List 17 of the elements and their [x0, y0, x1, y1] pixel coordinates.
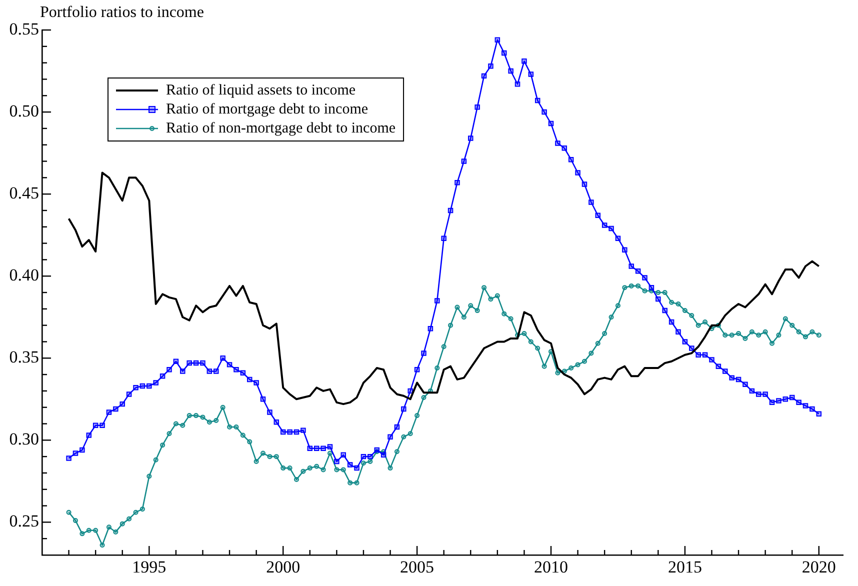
- legend-label: Ratio of non-mortgage debt to income: [166, 120, 396, 136]
- x-tick-label: 1995: [132, 558, 166, 577]
- y-tick-label: 0.45: [9, 184, 39, 203]
- x-tick-label: 2020: [802, 558, 836, 577]
- x-tick-label: 2010: [534, 558, 568, 577]
- x-tick-label: 2015: [668, 558, 702, 577]
- legend-label: Ratio of liquid assets to income: [166, 82, 356, 98]
- y-tick-label: 0.50: [9, 102, 39, 120]
- y-tick-label: 0.40: [9, 266, 39, 285]
- x-tick-label: 2000: [266, 558, 300, 577]
- y-tick-label: 0.35: [9, 348, 39, 367]
- chart-title: Portfolio ratios to income: [40, 4, 204, 22]
- legend-label: Ratio of mortgage debt to income: [166, 101, 368, 118]
- y-tick-label: 0.25: [9, 512, 39, 531]
- x-tick-label: 2005: [400, 558, 434, 577]
- y-tick-label: 0.55: [9, 19, 39, 38]
- y-tick-label: 0.30: [9, 430, 39, 449]
